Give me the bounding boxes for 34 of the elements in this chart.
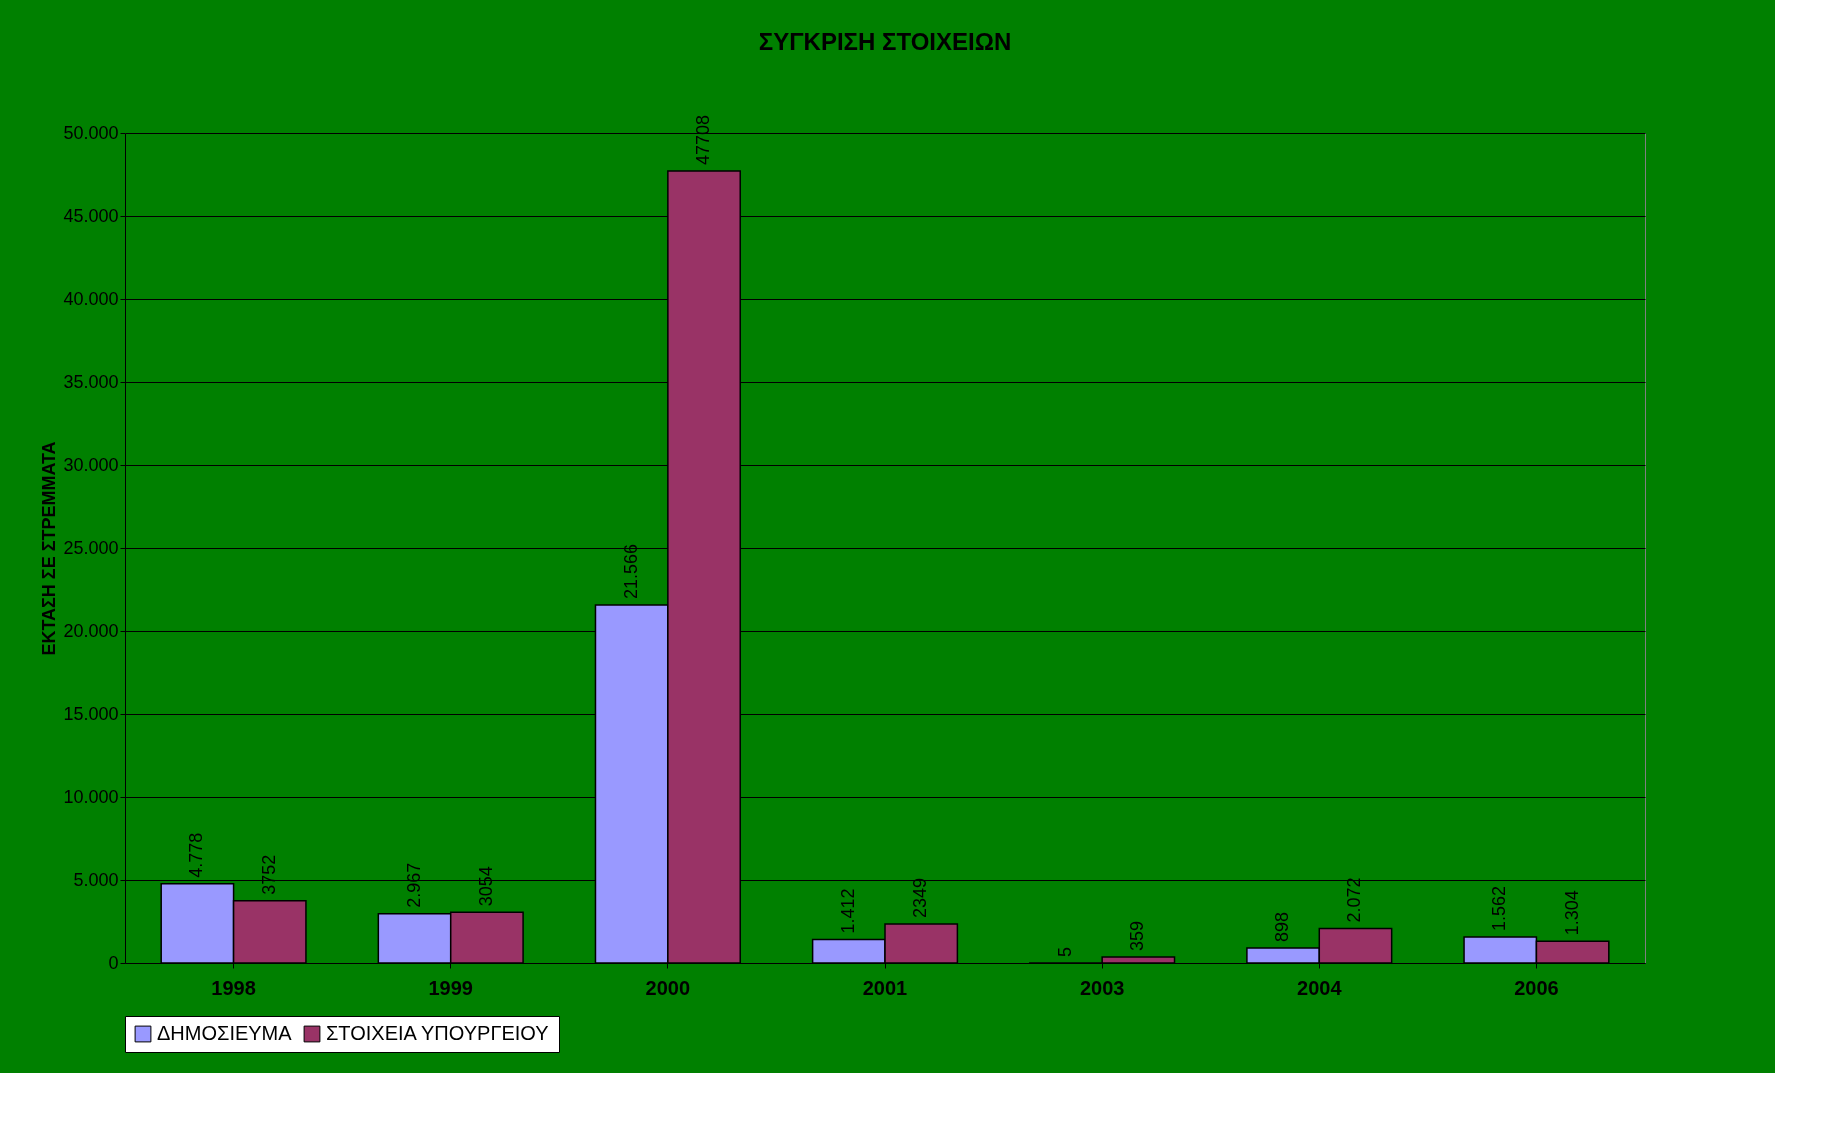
x-tick-label: 2003 — [1079, 976, 1125, 999]
x-tick-label: 2001 — [862, 976, 908, 999]
y-axis-title: ΕΚΤΑΣΗ ΣΕ ΣΤΡΕΜΜΑΤΑ — [39, 441, 60, 656]
data-label: 1.562 — [1489, 886, 1510, 932]
y-tick-label: 20.000 — [63, 620, 119, 641]
legend-label: ΣΤΟΙΧΕΙΑ ΥΠΟΥΡΓΕΙΟΥ — [326, 1022, 549, 1044]
y-tick-label: 45.000 — [63, 205, 119, 226]
chart-title: ΣΥΓΚΡΙΣΗ ΣΤΟΙΧΕΙΩΝ — [758, 27, 1012, 55]
data-label: 359 — [1127, 920, 1148, 952]
x-tick-label: 1998 — [211, 976, 256, 999]
y-tick-label: 0 — [108, 952, 119, 973]
x-tick-label: 2006 — [1514, 976, 1559, 999]
data-label: 5 — [1054, 946, 1075, 957]
y-tick-label: 50.000 — [63, 122, 119, 143]
y-tick-label: 35.000 — [63, 371, 119, 392]
data-label: 898 — [1272, 912, 1293, 943]
y-tick-label: 40.000 — [63, 288, 119, 309]
data-label: 3752 — [258, 854, 279, 895]
data-label: 4.778 — [186, 832, 207, 878]
data-label: 21.566 — [620, 543, 641, 599]
y-tick-label: 10.000 — [63, 786, 119, 807]
data-label: 1.412 — [837, 888, 858, 934]
data-label: 3054 — [475, 866, 496, 907]
x-tick-label: 1999 — [428, 976, 473, 999]
data-label: 2.072 — [1344, 877, 1365, 923]
data-label: 47708 — [693, 114, 714, 166]
x-tick-label: 2000 — [645, 976, 691, 999]
data-label: 1.304 — [1561, 890, 1582, 936]
y-tick-label: 25.000 — [63, 537, 119, 558]
y-tick-label: 5.000 — [73, 869, 119, 890]
y-tick-label: 30.000 — [63, 454, 119, 475]
legend-label: ΔΗΜΟΣΙΕΥΜΑ — [157, 1022, 293, 1044]
y-tick-label: 15.000 — [63, 703, 119, 724]
x-tick-label: 2004 — [1297, 976, 1343, 999]
